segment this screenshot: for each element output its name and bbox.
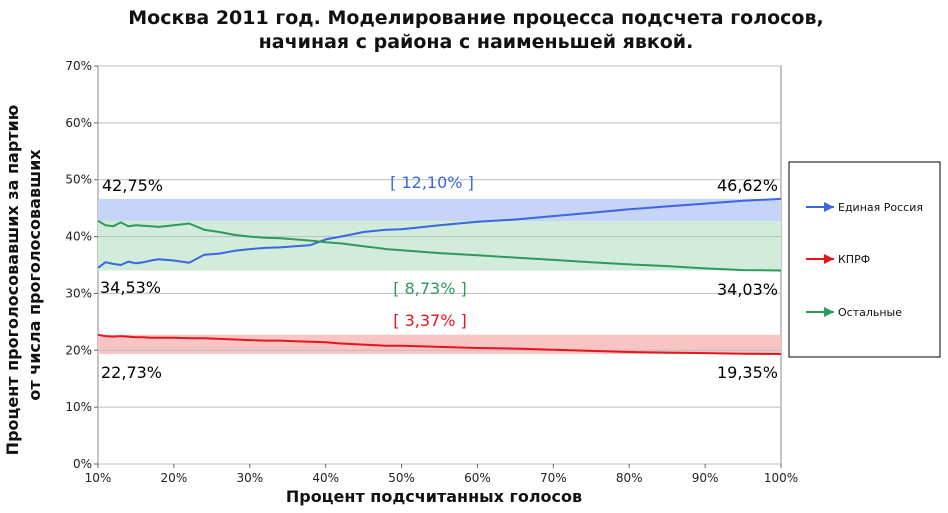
y-tick-label: 10% [65, 400, 92, 414]
x-tick-label: 20% [161, 471, 188, 485]
legend: Единая Россия КПРФ Остальные [788, 161, 941, 358]
y-tick-label: 50% [65, 173, 92, 187]
range-band-2 [98, 334, 781, 354]
y-axis-title-line1: Процент проголосовавших за партию [3, 105, 22, 456]
y-axis-title-line2: от числа проголосовавших [25, 149, 44, 401]
x-axis-title: Процент подсчитанных голосов [286, 487, 582, 506]
x-tick-label: 100% [764, 471, 798, 485]
legend-arrow-er [824, 202, 834, 212]
y-axis-ticks: 0% 10% 20% 30% 40% 50% 60% 70% [65, 59, 98, 471]
y-tick-label: 20% [65, 343, 92, 357]
legend-label-other: Остальные [838, 306, 902, 319]
legend-item-er: Единая Россия [806, 201, 923, 214]
legend-label-er: Единая Россия [838, 201, 923, 214]
x-tick-label: 40% [312, 471, 339, 485]
chart-title-line1: Москва 2011 год. Моделирование процесса … [128, 7, 823, 29]
x-tick-label: 90% [692, 471, 719, 485]
series-line-0 [97, 197, 782, 269]
legend-arrow-other [824, 307, 834, 317]
series-lines [97, 197, 782, 355]
y-tick-label: 40% [65, 230, 92, 244]
x-tick-label: 10% [85, 471, 112, 485]
x-tick-label: 70% [540, 471, 567, 485]
series-line-1 [97, 333, 782, 355]
y-tick-label: 30% [65, 286, 92, 300]
y-tick-label: 70% [65, 59, 92, 73]
y-tick-label: 0% [73, 457, 92, 471]
x-tick-label: 50% [388, 471, 415, 485]
y-tick-label: 60% [65, 116, 92, 130]
annotation-er-start: 42,75% [102, 176, 163, 195]
x-axis-ticks: 10% 20% 30% 40% 50% 60% 70% 80% 90% 100% [85, 464, 798, 485]
series-line-2 [97, 220, 782, 272]
annotation-other-start: 34,53% [100, 278, 161, 297]
annotation-other-range: [ 8,73% ] [393, 279, 466, 298]
legend-item-other: Остальные [806, 306, 902, 319]
annotation-other-end: 34,03% [717, 280, 778, 299]
annotation-er-end: 46,62% [717, 176, 778, 195]
x-tick-label: 60% [464, 471, 491, 485]
x-tick-label: 30% [236, 471, 263, 485]
range-bands [98, 198, 781, 354]
annotation-kprf-range: [ 3,37% ] [393, 311, 466, 330]
x-tick-label: 80% [616, 471, 643, 485]
range-band-1 [98, 220, 781, 271]
legend-arrow-kprf [824, 254, 834, 264]
annotation-er-range: [ 12,10% ] [390, 173, 474, 192]
legend-item-kprf: КПРФ [806, 253, 870, 266]
legend-label-kprf: КПРФ [838, 253, 870, 266]
chart-title-line2: начиная с района с наименьшей явкой. [259, 31, 694, 53]
annotation-kprf-end: 19,35% [717, 363, 778, 382]
annotation-kprf-start: 22,73% [101, 363, 162, 382]
gridlines [98, 65, 781, 465]
legend-box [788, 161, 941, 358]
